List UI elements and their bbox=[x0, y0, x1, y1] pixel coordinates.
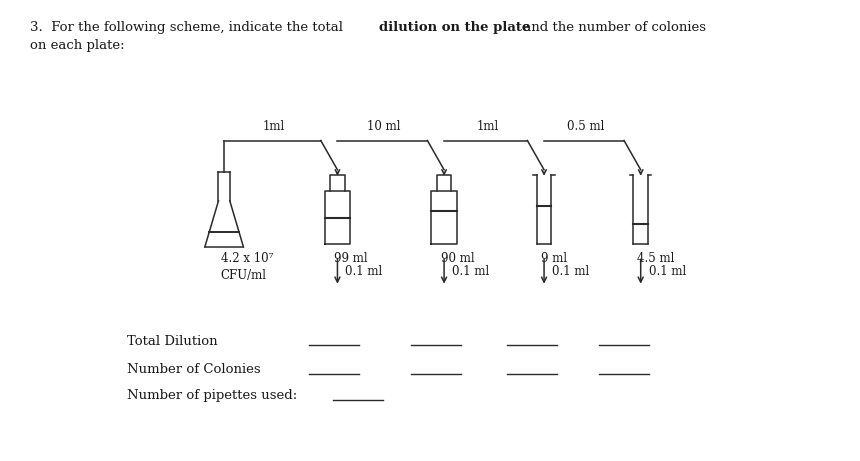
Text: Total Dilution: Total Dilution bbox=[127, 335, 218, 348]
Text: on each plate:: on each plate: bbox=[30, 39, 125, 52]
Text: 3.  For the following scheme, indicate the total: 3. For the following scheme, indicate th… bbox=[30, 21, 347, 34]
Text: 1ml: 1ml bbox=[263, 120, 286, 133]
Text: 0.1 ml: 0.1 ml bbox=[648, 265, 686, 278]
Text: and the number of colonies: and the number of colonies bbox=[519, 21, 705, 34]
Text: 4.2 x 10⁷: 4.2 x 10⁷ bbox=[221, 252, 273, 265]
Text: 90 ml: 90 ml bbox=[440, 252, 475, 265]
Text: Number of pipettes used:: Number of pipettes used: bbox=[127, 389, 298, 402]
Text: 99 ml: 99 ml bbox=[334, 252, 368, 265]
Text: 0.1 ml: 0.1 ml bbox=[452, 265, 489, 278]
Text: 1ml: 1ml bbox=[476, 120, 499, 133]
Text: 0.1 ml: 0.1 ml bbox=[346, 265, 383, 278]
Text: dilution on the plate: dilution on the plate bbox=[379, 21, 531, 34]
Text: CFU/ml: CFU/ml bbox=[221, 269, 267, 282]
Text: Number of Colonies: Number of Colonies bbox=[127, 363, 261, 376]
Text: 0.5 ml: 0.5 ml bbox=[567, 120, 605, 133]
Text: 10 ml: 10 ml bbox=[367, 120, 401, 133]
Text: 4.5 ml: 4.5 ml bbox=[637, 252, 675, 265]
Text: 0.1 ml: 0.1 ml bbox=[552, 265, 589, 278]
Text: 9 ml: 9 ml bbox=[541, 252, 567, 265]
